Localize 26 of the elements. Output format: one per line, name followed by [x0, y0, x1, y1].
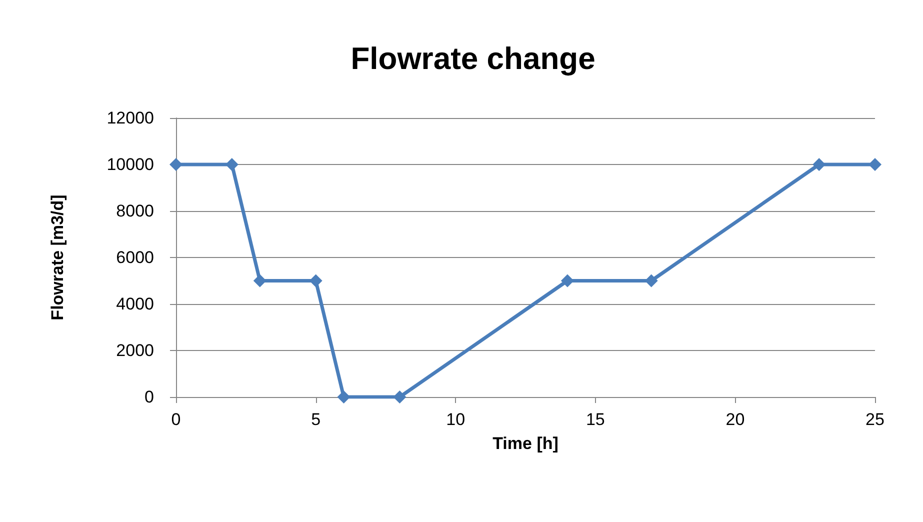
x-tick-label: 20: [726, 410, 745, 429]
point: [868, 158, 882, 171]
chart-title: Flowrate change: [350, 41, 596, 76]
y-axis-title: Flowrate [m3/d]: [48, 194, 67, 320]
point: [393, 390, 406, 404]
y-tick-label: 2000: [116, 341, 154, 360]
x-tick-label: 5: [311, 410, 321, 429]
x-axis-title: Time [h]: [492, 434, 558, 453]
y-tick-label: 0: [144, 388, 154, 406]
point: [812, 158, 826, 171]
point: [170, 158, 182, 171]
point: [309, 274, 322, 288]
point: [644, 274, 658, 288]
y-tick-label: 10000: [106, 155, 154, 174]
y-tick-label: 4000: [116, 294, 154, 314]
point: [225, 158, 238, 171]
x-tick-label: 25: [866, 410, 884, 429]
x-tick-label: 0: [171, 410, 181, 429]
y-tick-label: 6000: [116, 248, 154, 267]
x-tick-label: 15: [586, 410, 605, 429]
point: [560, 274, 574, 288]
x-tick-label: 10: [446, 410, 466, 429]
point: [253, 274, 266, 288]
y-tick-label: 8000: [116, 202, 154, 220]
y-tick-label: 12000: [106, 108, 154, 128]
point: [337, 390, 350, 404]
